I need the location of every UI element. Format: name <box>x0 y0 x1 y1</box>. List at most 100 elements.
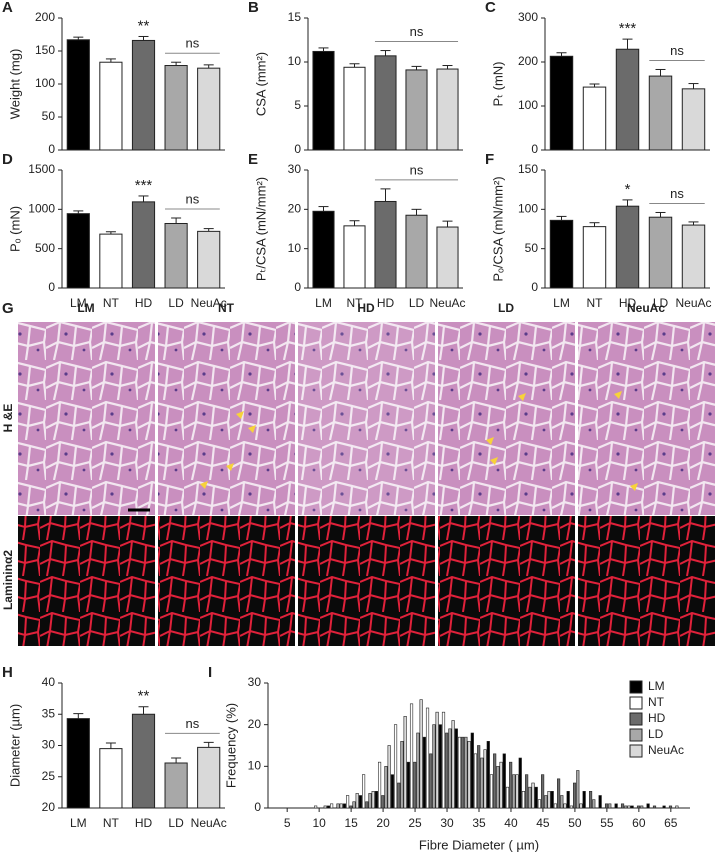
bar <box>525 774 529 809</box>
bar <box>374 200 397 289</box>
bar <box>541 774 545 809</box>
bar <box>483 749 487 809</box>
bar <box>451 720 455 809</box>
legend-swatch <box>629 680 643 694</box>
x-tick-label: LM <box>70 296 87 310</box>
bar <box>99 233 123 289</box>
bracket-label: ns <box>186 716 200 731</box>
bar <box>486 741 490 809</box>
x-tick-label: 25 <box>408 816 422 830</box>
bar <box>377 761 382 809</box>
panel-label: I <box>208 664 212 681</box>
bar <box>537 799 542 809</box>
bar <box>467 741 471 809</box>
bar <box>409 703 414 809</box>
bar <box>314 805 318 809</box>
bar <box>534 786 538 809</box>
x-tick-label: NeuAc <box>191 296 227 310</box>
bar <box>502 753 506 809</box>
micrograph <box>158 322 295 515</box>
bar <box>662 805 666 809</box>
bar <box>480 757 484 809</box>
panel-label: A <box>2 0 13 16</box>
significance: ** <box>138 688 150 705</box>
bar <box>66 718 90 809</box>
bar <box>326 805 331 809</box>
bracket-label: ns <box>410 24 424 39</box>
legend-label: LD <box>648 727 664 741</box>
y-tick-label: 150 <box>518 162 538 176</box>
x-tick-label: NT <box>587 296 604 310</box>
y-tick-label: 100 <box>518 98 538 112</box>
significance: * <box>625 181 631 198</box>
arrowheads <box>200 391 638 491</box>
y-tick-label: 0 <box>531 142 538 156</box>
bar <box>349 805 353 809</box>
bar <box>397 782 401 809</box>
bar <box>381 795 385 809</box>
bar <box>405 69 428 151</box>
bar <box>549 55 574 151</box>
micrograph-grid <box>18 322 715 646</box>
bar <box>512 774 516 809</box>
bar <box>470 732 474 809</box>
bar <box>393 724 398 809</box>
micrograph <box>298 516 435 646</box>
x-tick-label: 45 <box>536 816 550 830</box>
bracket-label: ns <box>186 36 200 51</box>
bar <box>406 761 410 809</box>
significance: ** <box>138 17 150 34</box>
bar <box>557 778 561 809</box>
y-tick-label: 40 <box>42 675 56 689</box>
micrograph <box>438 516 575 646</box>
x-tick-label: 40 <box>504 816 518 830</box>
bar <box>531 782 535 809</box>
x-tick-label: LD <box>653 296 669 310</box>
bar <box>405 214 428 289</box>
legend-swatch <box>629 744 643 758</box>
bar <box>371 791 375 809</box>
bar <box>576 770 580 809</box>
y-axis-label: Weight (mg) <box>7 49 22 120</box>
legend-swatch <box>629 712 643 726</box>
y-tick-label: 200 <box>35 10 55 24</box>
bar <box>579 803 583 809</box>
bar <box>614 803 618 809</box>
x-tick-label: NT <box>347 296 364 310</box>
bar <box>164 65 188 151</box>
bar <box>615 48 640 151</box>
bar <box>365 801 369 809</box>
column-label: NeuAc <box>627 301 665 315</box>
bar <box>553 803 557 809</box>
legend-label: HD <box>648 711 666 725</box>
bar <box>403 716 407 809</box>
bar <box>521 791 526 809</box>
bar <box>477 745 481 809</box>
bar <box>493 753 497 809</box>
bar <box>473 753 478 809</box>
bar <box>464 736 468 809</box>
x-tick-label: LM <box>315 296 332 310</box>
bar <box>615 205 640 289</box>
bracket-label: ns <box>670 186 684 201</box>
bar <box>422 736 426 809</box>
micrograph <box>578 322 715 515</box>
y-tick-label: 1500 <box>28 162 55 176</box>
bar <box>569 805 573 809</box>
y-tick-label: 100 <box>35 76 55 90</box>
bar <box>362 774 366 809</box>
y-tick-label: 150 <box>35 43 55 57</box>
x-tick-label: NT <box>103 816 120 830</box>
bar <box>652 805 657 809</box>
bar <box>346 795 350 809</box>
y-axis-label: Pₒ (mN) <box>7 206 22 252</box>
bar <box>368 793 372 809</box>
x-tick-label: NeuAc <box>429 296 465 310</box>
micrograph <box>578 516 715 646</box>
micrograph <box>18 516 155 646</box>
panel-label: C <box>485 0 496 16</box>
bar <box>582 226 607 289</box>
bar <box>131 39 156 151</box>
panel-label: H <box>2 664 13 681</box>
bar <box>374 55 397 151</box>
